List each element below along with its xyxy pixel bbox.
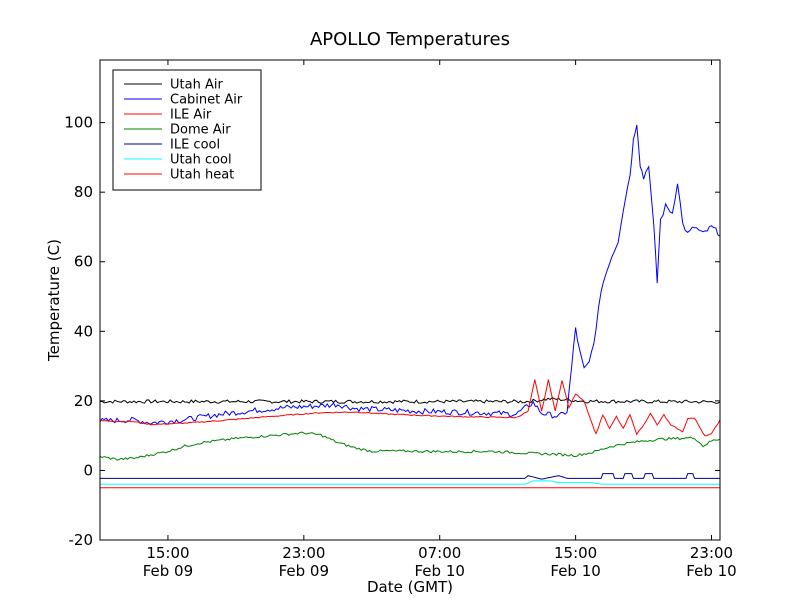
y-axis-label: Temperature (C): [45, 239, 63, 362]
y-tick-label: 0: [83, 461, 93, 479]
series-line-utah-cool: [100, 480, 720, 485]
legend-label: Utah cool: [170, 153, 232, 168]
x-tick-date-label: Feb 09: [279, 562, 329, 580]
x-tick-date-label: Feb 10: [415, 562, 465, 580]
series-line-ile-cool: [100, 473, 720, 480]
series-line-dome-air: [100, 431, 720, 461]
x-tick-date-label: Feb 09: [143, 562, 193, 580]
x-tick-time-label: 15:00: [146, 544, 189, 562]
series-line-cabinet-air: [100, 124, 720, 425]
legend-label: Utah Air: [170, 78, 223, 93]
y-axis: -20 0 20 40 60 80 100: [64, 114, 720, 549]
legend-label: Utah heat: [170, 168, 234, 183]
y-tick-label: 60: [74, 253, 93, 271]
x-tick-date-label: Feb 10: [550, 562, 600, 580]
legend-label: ILE Air: [170, 108, 212, 123]
x-tick-time-label: 15:00: [554, 544, 597, 562]
legend-label: ILE cool: [170, 138, 220, 153]
x-tick-time-label: 23:00: [690, 544, 733, 562]
y-tick-label: 80: [74, 183, 93, 201]
legend-label: Cabinet Air: [170, 93, 243, 108]
series-layer: [100, 124, 720, 489]
x-tick-time-label: 23:00: [282, 544, 325, 562]
chart-title: APOLLO Temperatures: [310, 29, 510, 50]
x-tick-time-label: 07:00: [418, 544, 461, 562]
y-tick-label: -20: [69, 531, 94, 549]
legend-box: [112, 69, 262, 191]
x-axis-label: Date (GMT): [367, 578, 453, 596]
x-tick-date-label: Feb 10: [686, 562, 736, 580]
series-line-ile-air: [100, 379, 720, 437]
y-tick-label: 20: [74, 392, 93, 410]
y-tick-label: 40: [74, 322, 93, 340]
series-line-utah-air: [100, 396, 720, 404]
axes-frame: [99, 59, 721, 541]
legend-label: Dome Air: [170, 123, 231, 138]
y-tick-label: 100: [64, 114, 93, 132]
